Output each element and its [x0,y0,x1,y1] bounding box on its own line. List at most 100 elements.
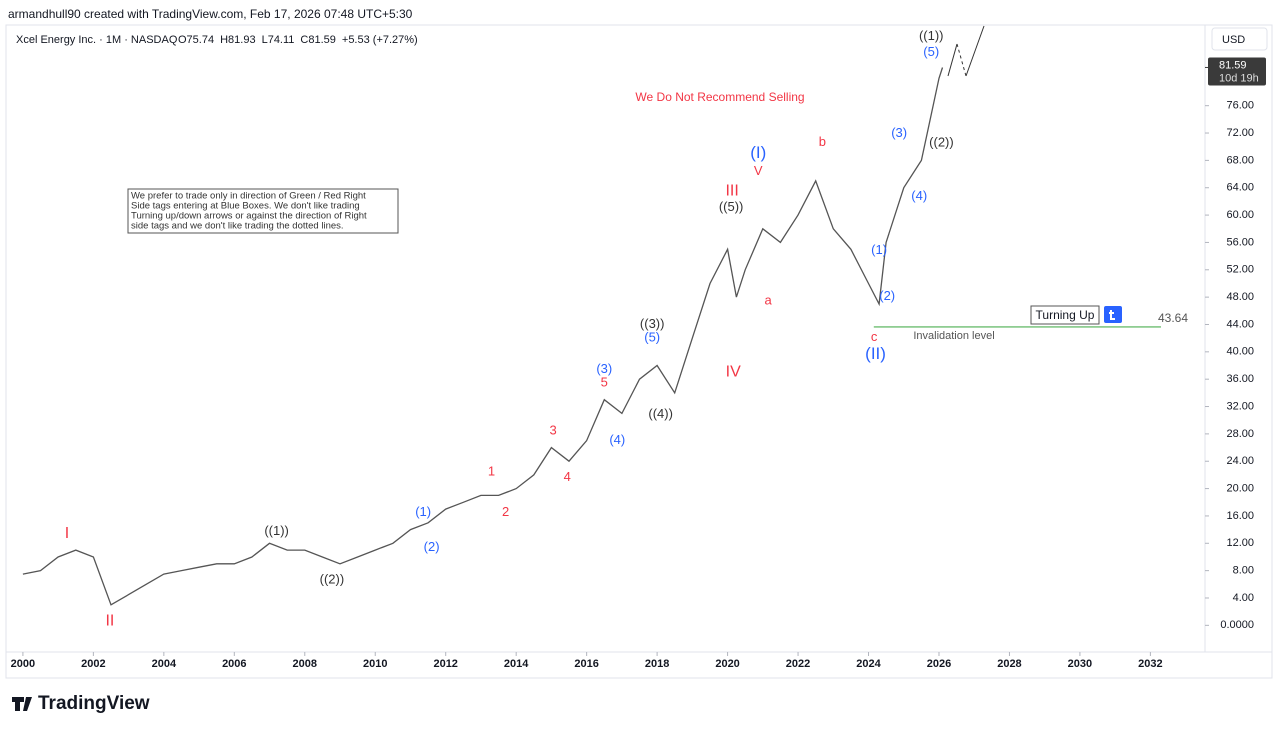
wave-label: 5 [601,375,608,390]
wave-label: ((2)) [320,572,345,587]
y-tick-label: 52.00 [1226,264,1254,276]
wave-label: ((1)) [919,28,944,43]
wave-label: ((1)) [264,523,289,538]
y-tick-label: 32.00 [1226,400,1254,412]
wave-label: IV [726,364,741,381]
y-tick-label: 28.00 [1226,428,1254,440]
wave-label: (1) [415,504,431,519]
x-tick-label: 2016 [574,658,598,670]
wave-label: (5) [644,330,660,345]
x-tick-label: 2004 [152,658,177,670]
note-line: Turning up/down arrows or against the di… [131,211,367,222]
wave-label: (3) [891,125,907,140]
legend-value: +5.53 (+7.27%) [342,34,418,46]
countdown: 10d 19h [1219,72,1259,84]
y-tick-label: 76.00 [1226,100,1254,112]
x-tick-label: 2018 [645,658,669,670]
y-tick-label: 0.0000 [1220,619,1254,631]
legend-value: O75.74 [178,34,214,46]
y-tick-label: 36.00 [1226,373,1254,385]
y-tick-label: 68.00 [1226,154,1254,166]
x-tick-label: 2012 [433,658,457,670]
invalidation-value: 43.64 [1158,311,1188,325]
last-price: 81.59 [1219,59,1247,71]
signal-icon-glyph [1109,310,1115,320]
legend-title: Xcel Energy Inc. · 1M · NASDAQ [16,34,178,46]
wave-label: 3 [550,423,557,438]
x-tick-label: 2002 [81,658,105,670]
wave-label: V [754,163,763,178]
wave-label: II [105,612,114,629]
x-tick-label: 2030 [1068,658,1092,670]
wave-label: b [819,134,826,149]
wave-label: (2) [879,288,895,303]
x-tick-label: 2010 [363,658,387,670]
y-tick-label: 40.00 [1226,346,1254,358]
header: armandhull90 created with TradingView.co… [8,7,413,21]
y-tick-label: 48.00 [1226,291,1254,303]
x-tick-label: 2008 [293,658,317,670]
projection-arrow [965,25,985,77]
note-line: Side tags entering at Blue Boxes. We don… [131,201,360,212]
legend-value: H81.93 [220,34,255,46]
wave-label: I [65,525,69,542]
wave-label: (1) [871,242,887,257]
signal: Turning Up [1036,308,1095,322]
projection-arrow [947,43,958,77]
y-tick-label: 16.00 [1226,510,1254,522]
y-tick-label: 12.00 [1226,537,1254,549]
note-box [127,188,399,234]
currency: USD [1222,34,1245,46]
y-tick-label: 44.00 [1226,318,1254,330]
brand: TradingView [38,693,150,714]
y-tick-label: 20.00 [1226,482,1254,494]
frame [5,24,1273,679]
wave-label: ((3)) [640,316,665,331]
x-tick-label: 2006 [222,658,246,670]
y-tick-label: 24.00 [1226,455,1254,467]
wave-label: c [871,329,878,344]
x-tick-label: 2020 [715,658,739,670]
wave-label: ((4)) [648,406,673,421]
price-line [22,67,944,606]
y-tick-label: 56.00 [1226,236,1254,248]
wave-label: (2) [424,539,440,554]
wave-label: ((5)) [719,199,744,214]
y-tick-label: 4.00 [1233,592,1254,604]
legend-value: L74.11 [262,34,295,46]
brand-logo [12,697,32,711]
wave-label: 1 [488,464,495,479]
note-line: We prefer to trade only in direction of … [131,191,366,202]
wave-label: a [764,293,772,308]
legend-value: C81.59 [300,34,335,46]
x-tick-label: 2032 [1138,658,1162,670]
wave-label: (I) [750,143,766,162]
wave-label: 4 [564,469,571,484]
signal-box [1030,305,1100,325]
x-tick-label: 2024 [856,658,881,670]
x-tick-label: 2014 [504,658,529,670]
wave-label: (4) [911,188,927,203]
x-tick-label: 2022 [786,658,810,670]
x-tick-label: 2000 [11,658,35,670]
headline: We Do Not Recommend Selling [635,90,804,104]
wave-label: (4) [609,432,625,447]
y-tick-label: 8.00 [1233,565,1254,577]
note-line: side tags and we don't like trading the … [131,221,344,232]
last-price-tag [1208,57,1266,86]
y-tick-label: 64.00 [1226,182,1254,194]
signal-icon [1104,306,1122,323]
wave-label: (II) [865,344,886,363]
invalidation-label: Invalidation level [913,330,994,342]
wave-label: (3) [596,361,612,376]
wave-label: (5) [923,44,939,59]
wave-label: 2 [502,504,509,519]
y-tick-label: 60.00 [1226,209,1254,221]
x-tick-label: 2028 [997,658,1021,670]
currency-button[interactable] [1211,27,1268,51]
wave-label: III [725,182,738,199]
x-tick-label: 2026 [927,658,951,670]
